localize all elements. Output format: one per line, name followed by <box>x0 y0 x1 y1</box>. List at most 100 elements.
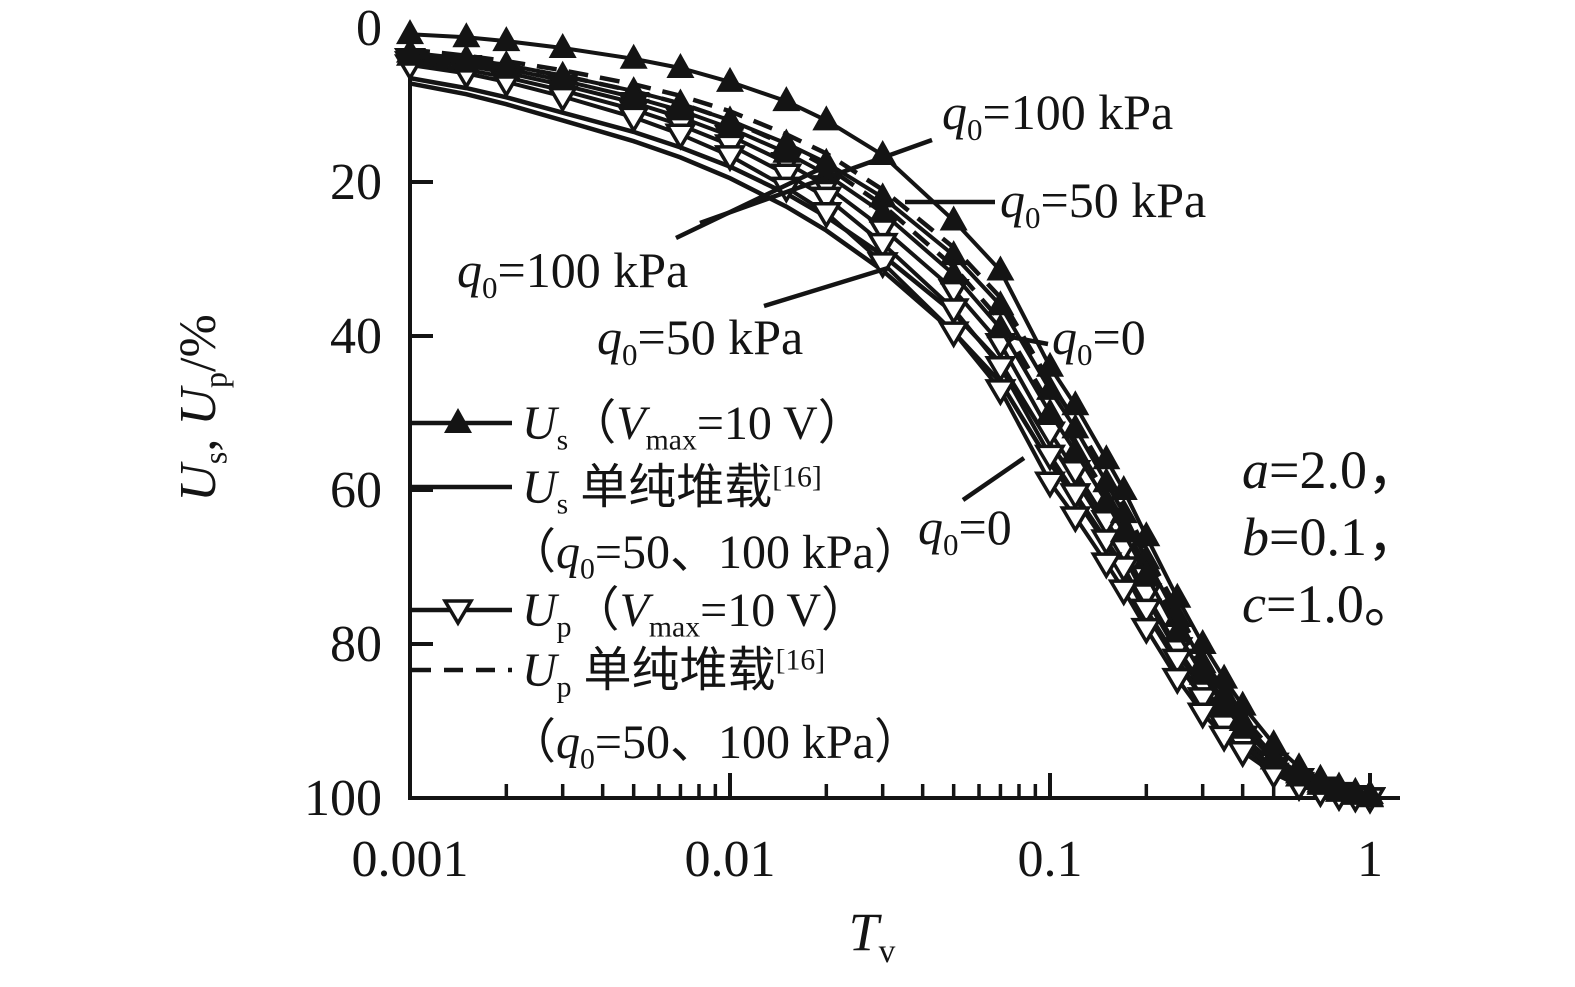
marker-filled-triangle <box>396 40 424 66</box>
marker-filled-triangle <box>1188 629 1217 654</box>
annotation-leader-q0-right <box>1005 333 1049 347</box>
legend-item-caption: （q0=50、100 kPa） <box>508 526 922 586</box>
x-tick-label: 1 <box>1357 831 1383 888</box>
marker-filled-triangle <box>1132 559 1161 585</box>
marker-open-triangle <box>1107 556 1140 584</box>
marker-open-triangle <box>984 356 1017 384</box>
marker-open-triangle <box>937 321 970 349</box>
marker-open-triangle <box>617 106 650 134</box>
marker-open-triangle <box>1033 471 1067 499</box>
marker-open-triangle <box>1226 741 1259 769</box>
marker-filled-triangle <box>986 290 1015 316</box>
y-tick-label: 60 <box>330 462 382 519</box>
marker-filled-triangle <box>1036 374 1064 400</box>
marker-filled-triangle <box>1324 771 1353 797</box>
y-axis-title: Us, Up/% <box>170 314 233 502</box>
annotation-label-q0-right: q0=0 <box>1052 309 1146 372</box>
marker-filled-triangle <box>1092 444 1121 470</box>
marker-filled-triangle <box>548 65 577 91</box>
marker-filled-triangle <box>1061 436 1090 462</box>
marker-filled-triangle <box>812 105 841 131</box>
annotation-label-q50-left: q0=50 kPa <box>597 309 803 372</box>
legend-item-label: Up 单纯堆载[16] <box>522 644 825 704</box>
legend-marker-filled-triangle <box>444 408 472 433</box>
legend-item-label: Us（Vmax=10 V） <box>522 397 866 457</box>
marker-filled-triangle <box>939 205 968 231</box>
marker-filled-triangle <box>548 33 577 59</box>
marker-filled-triangle <box>1109 517 1138 543</box>
annotation-label-q50-top: q0=50 kPa <box>1000 172 1206 235</box>
x-axis-title: Tv <box>849 902 896 970</box>
marker-open-triangle <box>1033 421 1067 449</box>
marker-filled-triangle <box>716 113 744 139</box>
marker-filled-triangle <box>772 86 801 112</box>
marker-open-triangle <box>984 379 1017 407</box>
marker-filled-triangle <box>716 66 744 92</box>
marker-filled-triangle <box>1210 690 1239 716</box>
marker-open-triangle <box>1107 579 1140 607</box>
x-tick-label: 0.1 <box>1018 831 1083 888</box>
marker-filled-triangle <box>396 19 424 45</box>
x-tick-label: 0.001 <box>352 831 469 888</box>
marker-filled-triangle <box>619 43 648 69</box>
y-tick-label: 100 <box>304 770 382 827</box>
annotation-label-q100-top: q0=100 kPa <box>942 84 1173 147</box>
data-curves <box>393 19 1387 815</box>
marker-filled-triangle <box>1109 475 1138 500</box>
marker-open-triangle <box>1161 667 1194 696</box>
marker-filled-triangle <box>1036 398 1064 423</box>
marker-open-triangle <box>866 252 899 280</box>
legend-marker-open-triangle <box>441 599 475 627</box>
y-tick-label: 20 <box>330 154 382 211</box>
marker-open-triangle <box>1161 648 1194 676</box>
marker-filled-triangle <box>1188 659 1217 685</box>
parameter-text: a=2.0， b=0.1， c=1.0。 <box>1242 440 1421 634</box>
marker-filled-triangle <box>1259 744 1288 770</box>
axes-spines <box>408 26 1400 800</box>
marker-open-triangle <box>1059 483 1092 511</box>
marker-filled-triangle <box>1306 763 1335 789</box>
axis-titles: Tv Us, Up/% <box>170 314 896 970</box>
annotation-leader-q50-left <box>763 265 889 309</box>
marker-filled-triangle <box>868 182 897 208</box>
legend-item-caption: （q0=50、100 kPa） <box>508 716 922 776</box>
marker-open-triangle <box>1130 617 1163 646</box>
marker-filled-triangle <box>1210 663 1239 689</box>
marker-open-triangle <box>713 145 747 173</box>
marker-filled-triangle <box>1061 413 1090 439</box>
marker-filled-triangle <box>1228 690 1257 716</box>
chart-legend: Us（Vmax=10 V）Us 单纯堆载[16]（q0=50、100 kPa）U… <box>412 397 922 776</box>
marker-open-triangle <box>770 163 803 191</box>
y-tick-label: 0 <box>356 0 382 57</box>
marker-filled-triangle <box>666 53 695 79</box>
marker-open-triangle <box>810 186 843 214</box>
marker-open-triangle <box>1186 687 1219 715</box>
marker-filled-triangle <box>986 255 1015 281</box>
marker-open-triangle <box>1186 702 1219 730</box>
annotation-label-q0-bottom: q0=0 <box>918 499 1012 562</box>
annotation-leader-q0-bottom <box>961 456 1026 502</box>
y-tick-label: 80 <box>330 616 382 673</box>
marker-filled-triangle <box>868 197 897 223</box>
marker-filled-triangle <box>939 240 968 266</box>
marker-filled-triangle <box>1092 486 1121 512</box>
marker-filled-triangle <box>492 26 521 52</box>
marker-open-triangle <box>1059 506 1092 534</box>
parameter-line-2: c=1.0。 <box>1242 574 1418 634</box>
marker-open-triangle <box>1033 444 1067 472</box>
marker-filled-triangle <box>986 313 1015 339</box>
marker-filled-triangle <box>1132 521 1161 547</box>
parameter-line-1: b=0.1， <box>1242 507 1421 567</box>
marker-filled-triangle <box>939 259 968 285</box>
axis-ticks <box>410 180 1372 798</box>
x-tick-label: 0.01 <box>685 831 776 888</box>
marker-filled-triangle <box>1061 390 1090 416</box>
marker-filled-triangle <box>772 137 801 163</box>
marker-open-triangle <box>664 123 697 151</box>
marker-filled-triangle <box>1259 729 1288 755</box>
marker-filled-triangle <box>1228 713 1257 739</box>
